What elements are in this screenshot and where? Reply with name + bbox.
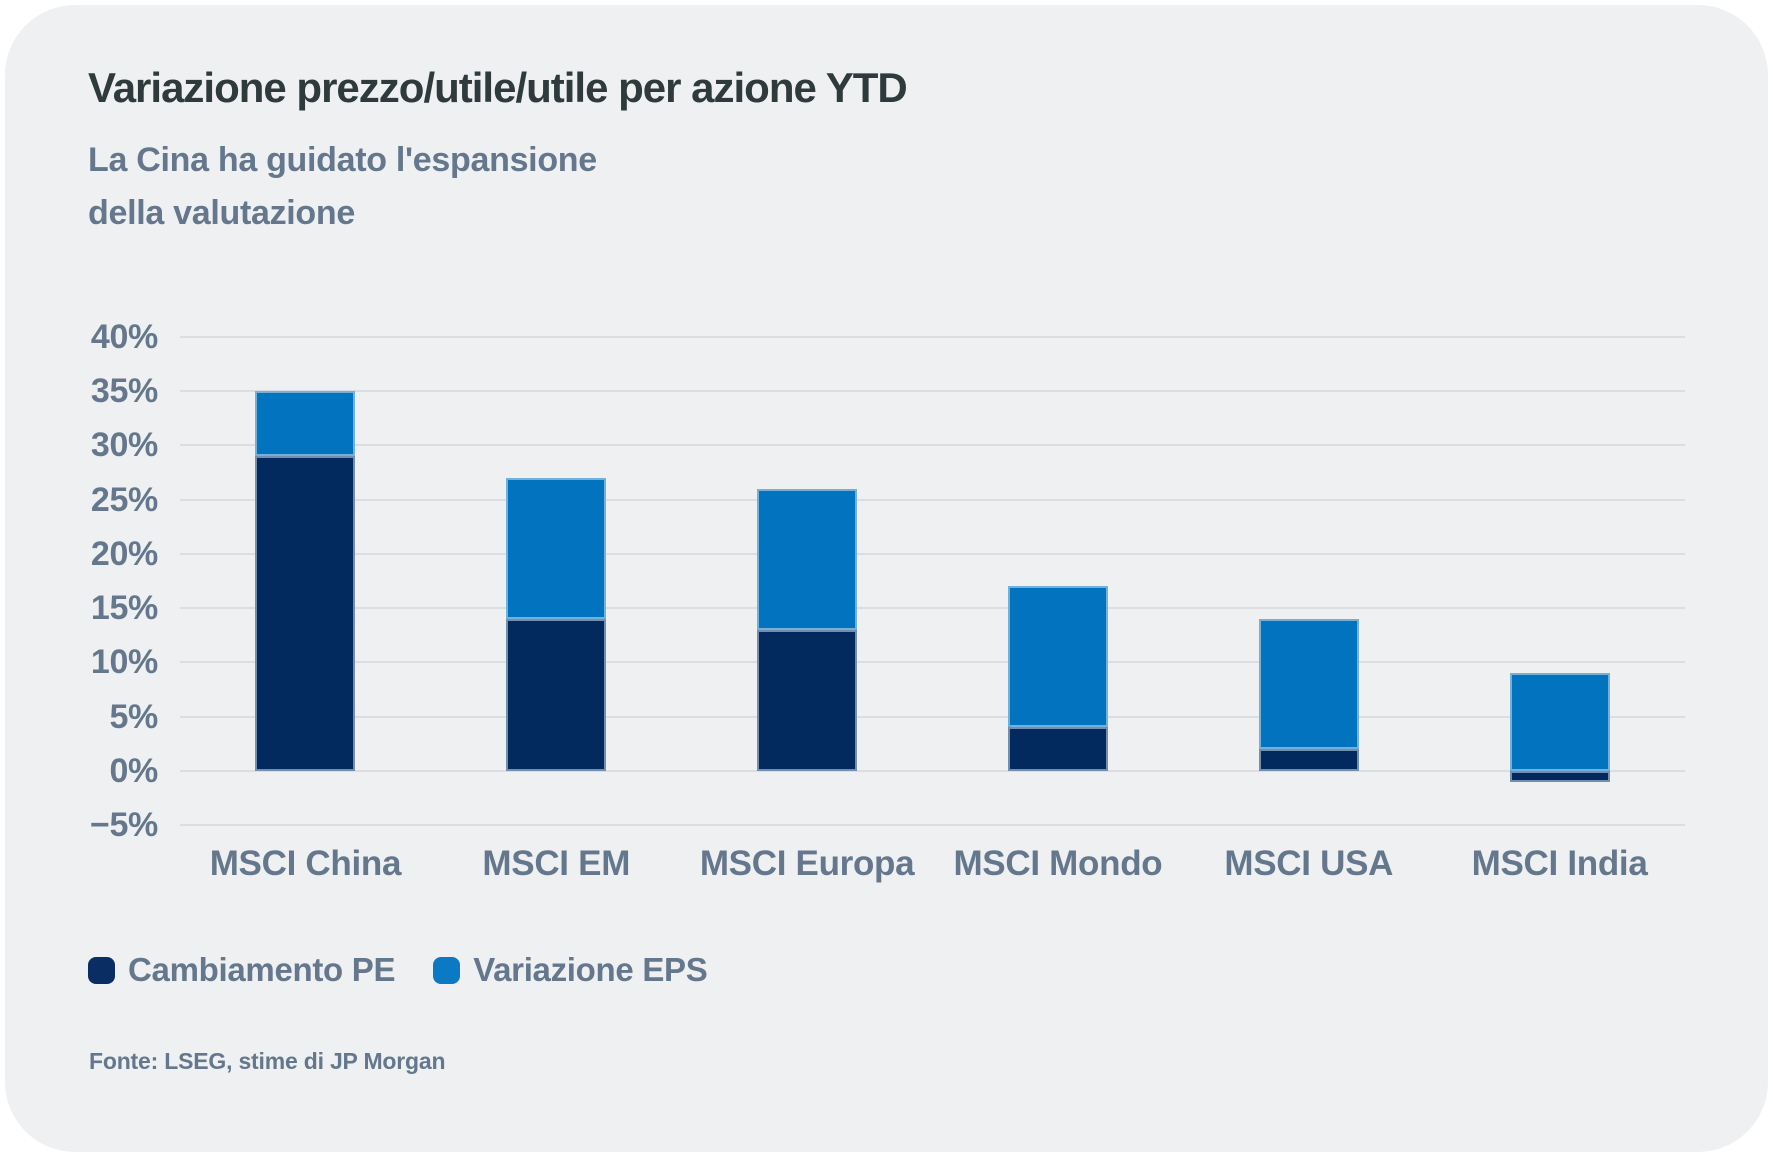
gridline-15 <box>180 607 1685 610</box>
bar-segment-cambiamento-pe-msci-europa <box>757 629 858 771</box>
gridline-25 <box>180 498 1685 501</box>
bar-segment-cambiamento-pe-msci-mondo <box>1007 727 1108 771</box>
legend-item-variazione-eps: Variazione EPS <box>433 951 708 989</box>
bar-segment-variazione-eps-msci-usa <box>1258 618 1359 750</box>
gridline-10 <box>180 661 1685 664</box>
gridline-20 <box>180 552 1685 555</box>
gridline-35 <box>180 390 1685 393</box>
y-axis-tick-label-0: 0% <box>109 751 158 790</box>
legend-label-cambiamento-pe: Cambiamento PE <box>128 951 396 988</box>
gridline--5 <box>180 824 1685 826</box>
y-axis-tick-label-35: 35% <box>90 372 158 411</box>
bar-segment-variazione-eps-msci-mondo <box>1007 586 1108 728</box>
bar-segment-cambiamento-pe-msci-usa <box>1258 749 1359 771</box>
y-axis-tick-label--5: −5% <box>89 806 158 844</box>
bar-segment-variazione-eps-msci-china <box>255 391 356 457</box>
bar-segment-variazione-eps-msci-india <box>1509 673 1610 771</box>
chart-legend: Cambiamento PE Variazione EPS <box>88 948 708 992</box>
x-axis-label-msci-china: MSCI China <box>209 844 402 883</box>
legend-swatch-cambiamento-pe <box>88 956 115 984</box>
legend-swatch-variazione-eps <box>433 956 461 984</box>
x-axis-label-msci-usa: MSCI USA <box>1224 844 1394 883</box>
x-axis-label-msci-mondo: MSCI Mondo <box>953 844 1163 883</box>
x-axis-label-msci-em: MSCI EM <box>482 844 631 883</box>
bar-segment-variazione-eps-msci-em <box>506 477 607 619</box>
chart-subtitle: La Cina ha guidato l'espansione della va… <box>88 134 597 240</box>
y-axis-tick-label-40: 40% <box>90 318 158 356</box>
y-axis-tick-label-30: 30% <box>90 426 158 465</box>
y-axis-tick-label-25: 25% <box>90 480 158 519</box>
chart-subtitle-line-1: La Cina ha guidato l'espansione <box>88 141 597 179</box>
y-axis-tick-label-5: 5% <box>109 697 158 736</box>
gridline-0 <box>180 769 1685 772</box>
legend-label-variazione-eps: Variazione EPS <box>473 951 708 988</box>
x-axis-label-msci-india: MSCI India <box>1471 844 1648 883</box>
y-axis-tick-label-20: 20% <box>90 534 158 573</box>
y-axis-tick-label-10: 10% <box>90 643 158 682</box>
gridline-5 <box>180 715 1685 718</box>
chart-title: Variazione prezzo/utile/utile per azione… <box>88 64 908 111</box>
bar-segment-cambiamento-pe-msci-india <box>1509 770 1610 782</box>
chart-subtitle-line-2: della valutazione <box>88 194 355 232</box>
x-axis-label-msci-europa: MSCI Europa <box>699 844 915 883</box>
bar-segment-variazione-eps-msci-europa <box>757 488 858 630</box>
bar-segment-cambiamento-pe-msci-china <box>255 456 356 771</box>
source-note: Fonte: LSEG, stime di JP Morgan <box>89 1048 446 1074</box>
gridline-30 <box>180 444 1685 447</box>
bar-segment-cambiamento-pe-msci-em <box>506 618 607 771</box>
y-axis-tick-label-15: 15% <box>90 589 158 628</box>
gridline-40 <box>180 336 1685 338</box>
legend-item-cambiamento-pe: Cambiamento PE <box>88 951 396 989</box>
